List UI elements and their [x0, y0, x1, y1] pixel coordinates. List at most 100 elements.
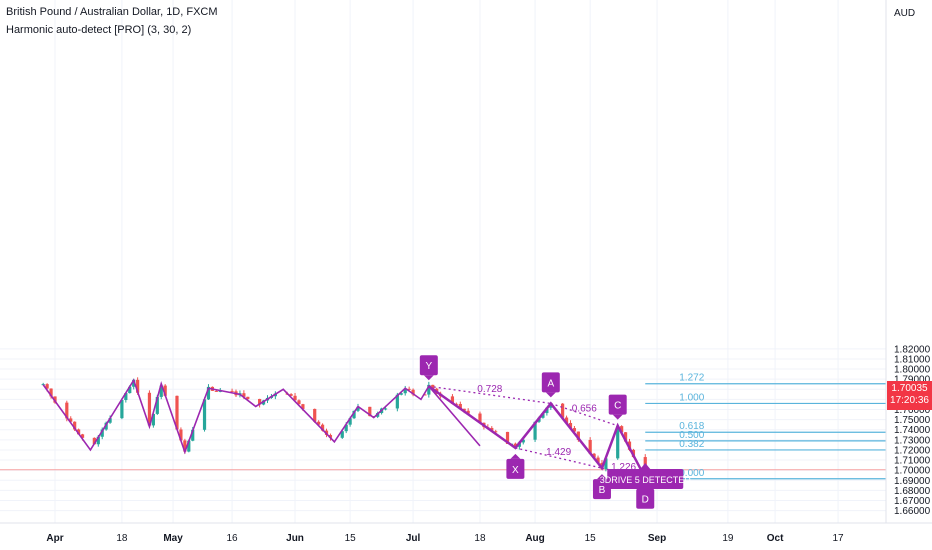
pattern-markers: Y X A B C D 3DRIVE 5 DETECTED [419, 355, 692, 509]
bear-candle [462, 408, 466, 411]
bear-candle [49, 388, 53, 397]
fib-label: 0.500 [679, 430, 704, 441]
bull-candle [533, 421, 537, 440]
harmonic-pattern: 0.728 0.656 1.429 1.226 [428, 384, 647, 479]
bear-candle [69, 418, 73, 422]
bull-candle [202, 399, 207, 430]
ratio-line [428, 385, 551, 405]
time-tick-label: Sep [648, 533, 666, 544]
bull-candle [616, 426, 620, 459]
time-tick-label: Aug [525, 533, 544, 544]
price-tick-label: 1.66000 [894, 506, 931, 517]
bull-candle [521, 439, 525, 443]
bear-candle [320, 424, 325, 431]
pattern-badge-pointer [640, 463, 651, 469]
time-tick-label: 17 [833, 533, 845, 544]
bull-candle [340, 431, 344, 438]
point-marker-pointer [612, 414, 623, 420]
point-marker [608, 394, 627, 415]
bull-candle [104, 422, 108, 430]
bear-candle [623, 432, 628, 442]
fib-label: 1.000 [679, 392, 704, 403]
bear-candle [505, 431, 510, 444]
bear-candle [313, 408, 317, 422]
bear-candle [494, 431, 498, 433]
bull-candle [541, 413, 545, 418]
bull-candle [348, 418, 352, 425]
time-tick-label: 18 [116, 533, 128, 544]
price-tick-label: 1.71000 [894, 456, 931, 467]
time-tick-label: Jul [406, 533, 421, 544]
price-tick-label: 1.82000 [894, 344, 931, 355]
bear-candle [183, 440, 187, 452]
bull-candle [395, 394, 399, 409]
bull-candle [403, 388, 407, 394]
bull-candle [96, 436, 100, 445]
bear-candle [368, 406, 372, 417]
point-marker [541, 372, 560, 393]
bull-candle [356, 406, 360, 411]
currency-label: AUD [894, 8, 915, 19]
point-marker [419, 355, 438, 376]
price-axis[interactable]: 1.660001.670001.680001.690001.700001.710… [894, 8, 931, 517]
indicator-label[interactable]: Harmonic auto-detect [PRO] (3, 30, 2) [6, 24, 192, 36]
time-tick-label: 15 [585, 533, 597, 544]
zigzag-lines [42, 378, 481, 455]
bar-countdown: 17:20:36 [890, 395, 929, 406]
last-price-tag: 1.70035 17:20:36 [887, 381, 932, 410]
pattern-detected-label: 3DRIVE 5 DETECTED [600, 475, 692, 485]
bear-candle [65, 402, 69, 419]
fib-label: 0.618 [679, 421, 704, 432]
bull-candle [120, 400, 124, 419]
time-tick-label: Apr [46, 533, 63, 544]
grid [0, 0, 886, 523]
price-tick-label: 1.76000 [894, 405, 931, 416]
price-tick-label: 1.67000 [894, 496, 931, 507]
bear-candle [136, 379, 140, 393]
bear-candle [242, 393, 246, 397]
time-tick-label: 18 [474, 533, 486, 544]
ratio-line [550, 402, 618, 427]
bull-candle [206, 386, 211, 400]
bull-candle [399, 393, 403, 395]
time-tick-label: Oct [767, 533, 784, 544]
point-label: X [512, 465, 519, 476]
point-label: B [599, 485, 606, 496]
bear-candle [466, 410, 470, 414]
bear-candle [92, 437, 96, 445]
pattern-legs [428, 385, 647, 479]
last-price-value: 1.70035 [891, 383, 928, 394]
price-tick-label: 1.72000 [894, 445, 931, 456]
fib-label: 1.272 [679, 373, 704, 384]
bear-candle [246, 396, 250, 399]
bear-candle [568, 422, 573, 429]
time-axis[interactable]: Apr 18 May 16 Jun 15 Jul 18 Aug 15 Sep 19 Oct 17 [46, 533, 844, 544]
bull-candle [108, 418, 112, 423]
bull-candle [155, 396, 159, 414]
bear-candle [564, 417, 569, 423]
bull-candle [344, 424, 348, 432]
bear-candle [163, 385, 167, 396]
point-marker [506, 458, 525, 479]
bear-candle [147, 392, 152, 426]
price-tick-label: 1.74000 [894, 425, 931, 436]
bull-candle [545, 407, 549, 414]
price-tick-label: 1.73000 [894, 435, 931, 446]
bear-candle [179, 429, 183, 441]
bear-candle [572, 428, 577, 432]
bull-candle [187, 440, 191, 452]
bear-candle [513, 443, 517, 447]
fib-label: 0.000 [679, 468, 704, 479]
pattern-detected-badge [607, 469, 684, 489]
bear-candle [576, 431, 580, 440]
time-tick-label: 15 [345, 533, 357, 544]
point-marker [592, 479, 611, 500]
point-marker-pointer [545, 392, 556, 398]
bull-candle [191, 429, 195, 441]
point-marker-pointer [596, 474, 607, 480]
point-label: A [547, 378, 554, 389]
bull-candle [100, 429, 104, 437]
bear-candle [53, 396, 57, 403]
